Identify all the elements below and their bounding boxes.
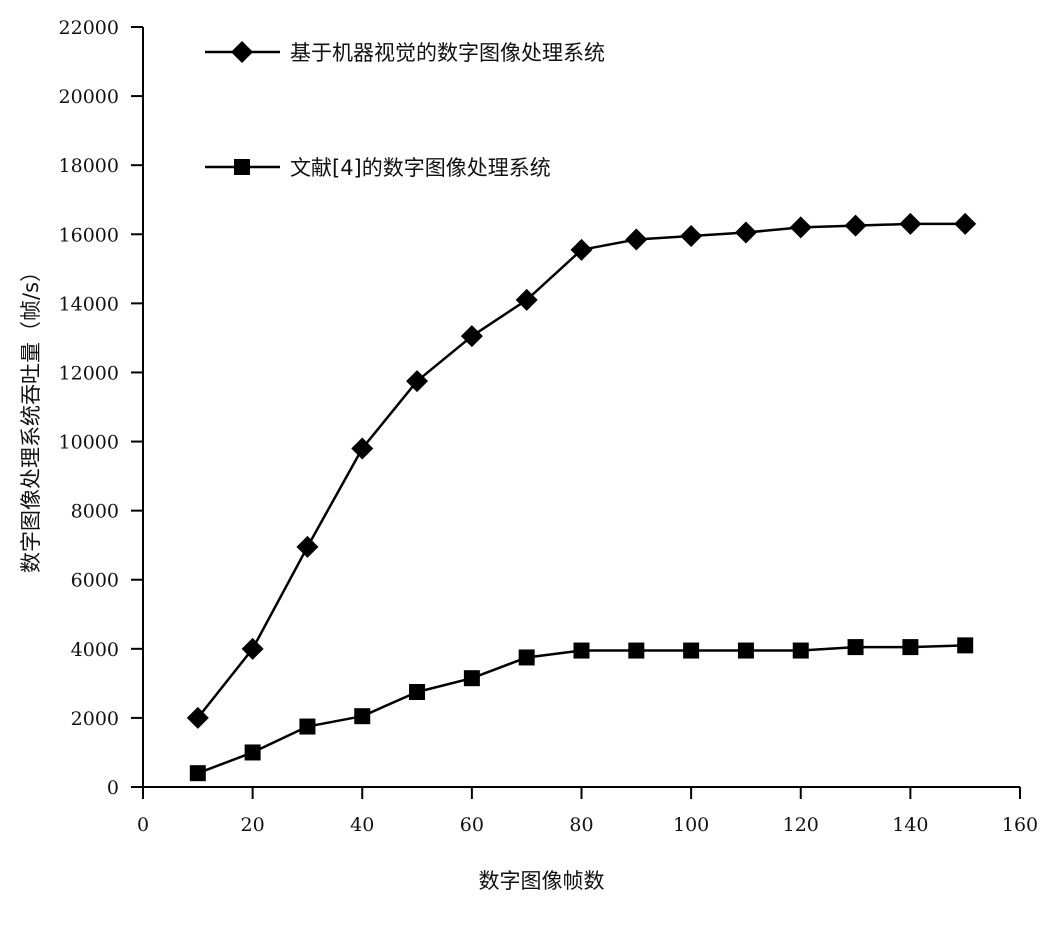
series-1-point — [844, 214, 867, 237]
series-2-point — [957, 637, 974, 654]
y-tick-label: 12000 — [59, 362, 119, 384]
series-2-point — [902, 639, 919, 656]
x-ticks: 0 20 40 60 80 100 120 140 160 — [137, 787, 1038, 836]
y-ticks: 0 2000 4000 6000 8000 10000 12000 14000 16000 180… — [59, 17, 143, 799]
series-1-point — [625, 228, 648, 251]
legend-marker — [231, 41, 253, 63]
x-tick-label: 0 — [137, 814, 149, 836]
x-tick-label: 80 — [569, 814, 593, 836]
series-1-point — [515, 288, 538, 311]
series-1-point — [680, 225, 703, 247]
legend-label: 文献[4]的数字图像处理系统 — [290, 156, 551, 180]
y-tick-label: 0 — [107, 777, 119, 799]
legend-label: 基于机器视觉的数字图像处理系统 — [290, 41, 605, 65]
series-2-point — [189, 765, 206, 782]
series-1-point — [954, 212, 977, 235]
y-tick-label: 18000 — [59, 155, 119, 177]
legend-item-2: 文献[4]的数字图像处理系统 — [205, 156, 551, 180]
legend-item-1: 基于机器视觉的数字图像处理系统 — [205, 41, 605, 65]
series-2-point — [792, 642, 809, 659]
series-1-point — [186, 706, 209, 729]
series-1-point — [734, 221, 757, 244]
series-2-point — [244, 744, 261, 761]
y-tick-label: 8000 — [71, 501, 119, 523]
y-tick-label: 16000 — [59, 224, 119, 246]
series-1-point — [899, 212, 922, 235]
x-tick-label: 120 — [783, 814, 819, 836]
x-tick-label: 160 — [1002, 814, 1038, 836]
y-tick-label: 14000 — [59, 293, 119, 315]
series-2-point — [628, 642, 645, 659]
series-layer — [186, 212, 977, 782]
series-2-point — [683, 642, 700, 659]
y-tick-label: 20000 — [59, 86, 119, 108]
series-1-point — [570, 238, 593, 261]
x-tick-label: 40 — [350, 814, 374, 836]
series-1-point — [241, 637, 264, 660]
series-2-point — [463, 670, 480, 687]
series-2-point — [354, 708, 371, 725]
series-2-line — [197, 644, 966, 775]
y-tick-label: 2000 — [71, 708, 119, 730]
series-2 — [189, 637, 974, 782]
series-2-point — [737, 642, 754, 659]
series-2-point — [573, 642, 590, 659]
x-tick-label: 100 — [673, 814, 709, 836]
y-tick-label: 22000 — [59, 17, 119, 39]
series-1-point — [296, 535, 319, 558]
series-1 — [186, 212, 977, 729]
y-tick-label: 6000 — [71, 570, 119, 592]
x-axis-title: 数字图像帧数 — [479, 869, 605, 893]
series-2-point — [409, 684, 426, 700]
series-2-point — [299, 718, 316, 735]
axes — [142, 27, 1020, 788]
series-1-point — [460, 325, 483, 348]
series-1-point — [351, 437, 374, 460]
x-tick-label: 20 — [241, 814, 265, 836]
x-tick-label: 60 — [460, 814, 484, 836]
y-tick-label: 4000 — [71, 639, 119, 661]
legend-marker — [234, 159, 250, 175]
x-tick-label: 140 — [892, 814, 928, 836]
series-2-point — [847, 639, 864, 656]
y-axis-title: 数字图像处理系统吞吐量（帧/s） — [19, 261, 43, 573]
series-1-point — [789, 216, 812, 239]
series-1-point — [406, 370, 429, 393]
series-2-point — [518, 649, 535, 666]
y-tick-label: 10000 — [59, 432, 119, 454]
